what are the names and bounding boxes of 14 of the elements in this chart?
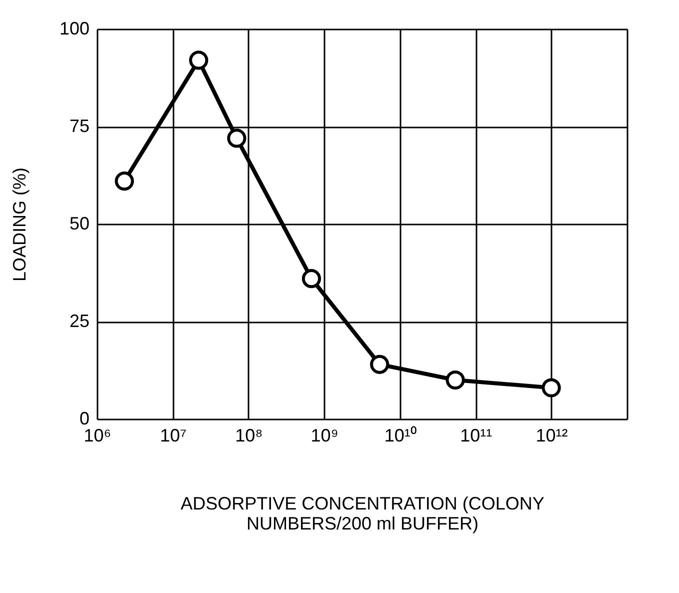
x-tick-label: 10⁶ — [84, 426, 112, 446]
x-tick-label: 10⁹ — [310, 426, 339, 446]
x-tick-label: 10⁸ — [235, 426, 263, 446]
x-axis-title: ADSORPTIVE CONCENTRATION (COLONY NUMBERS/200 ml BUFFER) — [180, 494, 544, 534]
x-tick-label: 10¹⁰ — [384, 426, 416, 446]
x-tick-label: 10⁷ — [160, 426, 186, 446]
x-tick-label: 10¹² — [536, 426, 568, 446]
y-tick-label: 25 — [69, 311, 90, 331]
y-tick-label: 0 — [79, 408, 90, 428]
y-tick-label: 50 — [69, 214, 90, 234]
x-tick-label: 10¹¹ — [460, 426, 492, 446]
y-tick-label: 75 — [69, 116, 90, 136]
y-axis-title: LOADING (%) — [9, 167, 30, 282]
y-tick-label: 100 — [59, 18, 90, 38]
